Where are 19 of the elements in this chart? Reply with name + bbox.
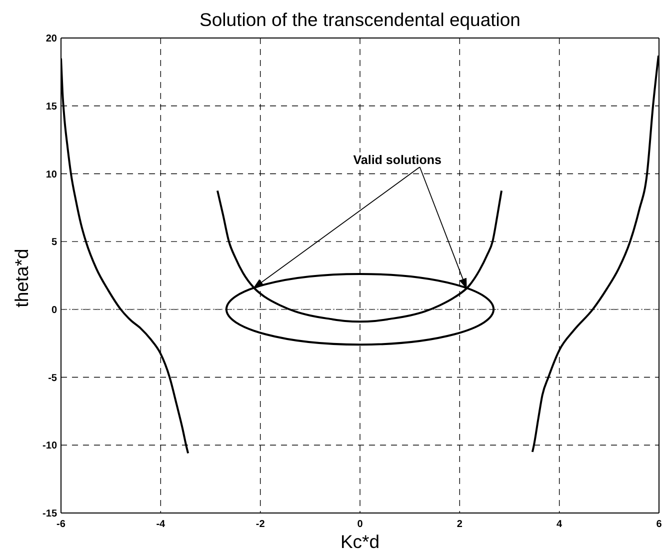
y-tick-label: 10 bbox=[46, 169, 58, 180]
y-axis-title: theta*d bbox=[11, 248, 32, 308]
x-tick-label: -6 bbox=[56, 519, 66, 530]
y-tick-label: -10 bbox=[42, 440, 58, 452]
chart-title: Solution of the transcendental equation bbox=[200, 9, 520, 30]
x-tick-label: 0 bbox=[357, 519, 364, 530]
y-tick-label: 5 bbox=[51, 237, 58, 248]
y-tick-label: 15 bbox=[46, 101, 58, 112]
x-tick-label: -4 bbox=[156, 519, 166, 530]
annotation: Valid solutions bbox=[353, 153, 442, 167]
y-tick-label: -15 bbox=[42, 508, 58, 520]
y-tick-label: 20 bbox=[46, 34, 58, 45]
x-tick-label: 6 bbox=[656, 519, 662, 530]
x-axis-title: Kc*d bbox=[340, 531, 380, 552]
y-tick-label: -5 bbox=[48, 372, 58, 384]
x-tick-label: 2 bbox=[456, 519, 463, 530]
y-tick-label: 0 bbox=[51, 304, 58, 316]
x-tick-label: -2 bbox=[256, 519, 266, 530]
x-tick-label: 4 bbox=[556, 519, 563, 530]
